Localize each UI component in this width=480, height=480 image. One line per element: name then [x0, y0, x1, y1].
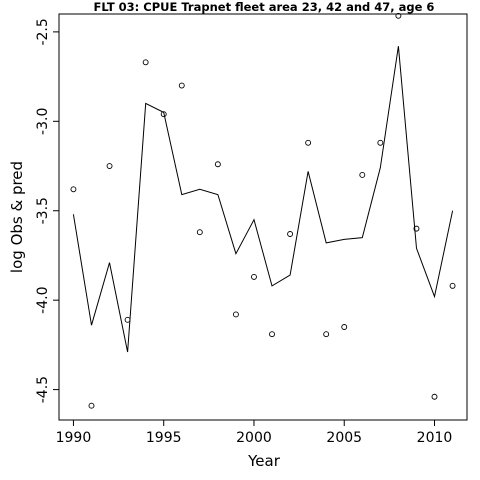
data-point — [305, 139, 312, 146]
y-tick-label: -3.5 — [35, 197, 51, 224]
x-axis-label: Year — [247, 452, 281, 470]
data-point — [196, 229, 203, 236]
data-point — [341, 324, 348, 330]
x-tick-label: 2010 — [417, 430, 453, 446]
data-point — [232, 311, 239, 318]
y-tick-label: -2.5 — [35, 18, 51, 45]
chart-title: FLT 03: CPUE Trapnet fleet area 23, 42 a… — [94, 0, 435, 14]
data-point — [70, 186, 77, 193]
data-point — [106, 163, 113, 169]
data-point — [287, 231, 294, 237]
data-point — [431, 393, 438, 400]
data-point — [359, 172, 366, 178]
x-tick-label: 1990 — [56, 430, 92, 446]
data-point — [160, 111, 167, 118]
x-tick-label: 2005 — [326, 430, 362, 446]
data-point — [449, 282, 456, 289]
data-point — [214, 161, 221, 168]
y-tick-label: -4.5 — [35, 376, 51, 403]
y-axis-label: log Obs & pred — [8, 161, 26, 273]
data-point — [269, 331, 275, 338]
y-tick-label: -4.0 — [35, 287, 51, 314]
x-tick-label: 1995 — [146, 430, 182, 446]
observed-points — [70, 12, 456, 409]
predicted-line — [72, 46, 454, 353]
x-tick-label: 2000 — [236, 430, 272, 446]
data-point — [413, 225, 420, 232]
data-point — [124, 316, 131, 323]
data-point — [323, 331, 330, 338]
data-point — [251, 273, 257, 280]
data-point — [88, 402, 95, 409]
y-axis: -2.5 -3.0 -3.5 -4.0 -4.5 — [35, 18, 59, 403]
data-point — [178, 82, 185, 89]
data-point — [377, 139, 384, 146]
data-point — [395, 12, 402, 19]
x-axis: 1990 1995 2000 2005 2010 — [56, 420, 453, 446]
data-point — [142, 59, 149, 66]
y-tick-label: -3.0 — [35, 108, 51, 135]
plot-area — [58, 13, 468, 421]
